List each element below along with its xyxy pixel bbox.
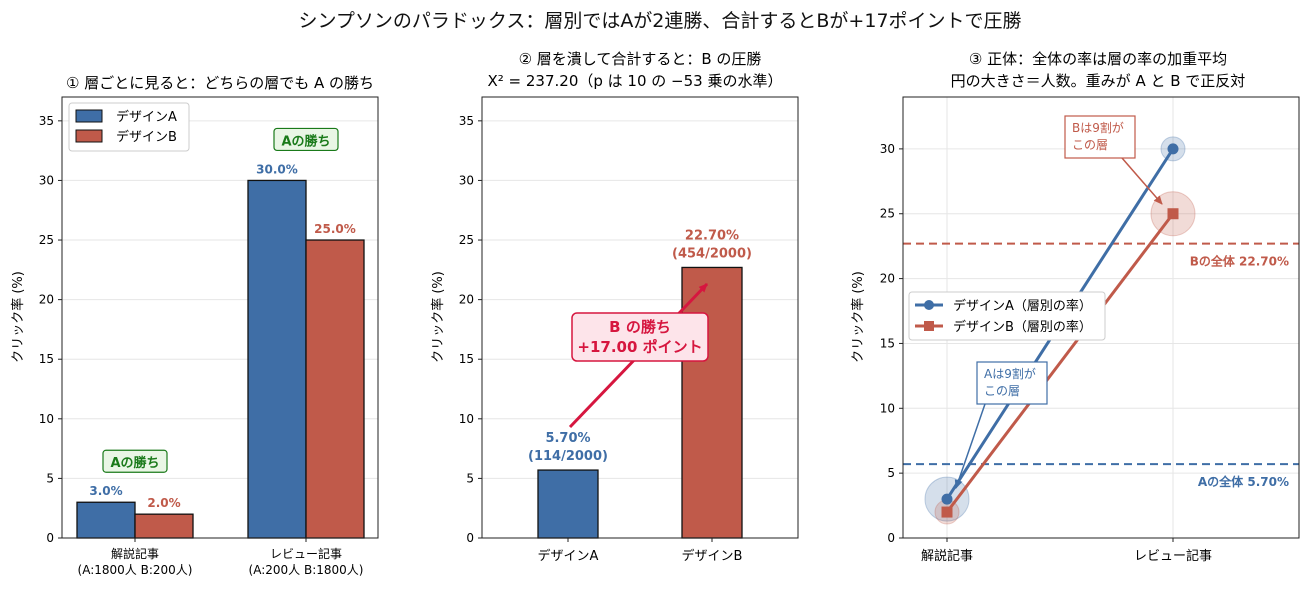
panel-2-subtitle: Χ² = 237.20（p は 10 の −53 乗の水準） xyxy=(488,72,783,90)
y-tick-label: 5 xyxy=(887,466,895,480)
x-tick-label: レビュー記事(A:200人 B:1800人) xyxy=(249,546,364,577)
panel-3-plot: Bの全体 22.70% Aの全体 5.70% Bは9割がこの層 Aは9割がこの層 xyxy=(903,115,1299,525)
y-tick-label: 20 xyxy=(39,293,54,307)
legend-label-b: デザインB xyxy=(116,129,177,145)
callout-box xyxy=(976,361,1048,405)
legend-box xyxy=(908,291,1106,341)
y-tick-label: 0 xyxy=(887,531,895,545)
panel-2-title: ② 層を潰して合計すると：B の圧勝 xyxy=(519,50,762,68)
x-tick-label: 解説記事(A:1800人 B:200人) xyxy=(78,546,193,577)
panel-2-frame xyxy=(481,96,799,539)
x-tick-label: 解説記事 xyxy=(921,548,973,564)
win-annotation: Aの勝ち xyxy=(110,455,159,471)
panel-3-ylabel: クリック率 (%) xyxy=(850,271,866,363)
data-point xyxy=(1167,143,1179,155)
panel-1-title: ① 層ごとに見ると：どちらの層でも A の勝ち xyxy=(66,74,374,92)
legend-label-a: デザインA（層別の率） xyxy=(953,298,1092,314)
y-tick-label: 20 xyxy=(459,293,474,307)
data-label: 5.70% (114/2000) xyxy=(528,431,608,464)
y-tick-label: 5 xyxy=(466,471,474,485)
win-annotation: Aの勝ち xyxy=(281,133,330,149)
y-tick-label: 35 xyxy=(39,114,54,128)
y-tick-label: 10 xyxy=(39,412,54,426)
legend-label-a: デザインA xyxy=(116,109,177,125)
y-tick-label: 15 xyxy=(39,352,54,366)
y-tick-label: 35 xyxy=(459,114,474,128)
legend-swatch-b xyxy=(75,129,103,143)
callout-text: Aは9割がこの層 xyxy=(984,366,1036,398)
y-tick-label: 5 xyxy=(46,471,54,485)
win-annotation-box xyxy=(273,127,339,152)
y-tick-label: 15 xyxy=(880,336,895,350)
panel-3-frame xyxy=(902,96,1300,539)
data-label: 25.0% xyxy=(314,222,356,236)
panel-3: ③ 正体：全体の率は層の率の加重平均 円の大きさ＝人数。重みが A と B で正… xyxy=(850,50,1300,564)
y-tick-label: 30 xyxy=(39,173,54,187)
x-tick-label: デザインA xyxy=(538,548,599,564)
data-point xyxy=(941,493,953,505)
y-tick-label: 10 xyxy=(459,412,474,426)
y-tick-label: 10 xyxy=(880,401,895,415)
win-annotation-box xyxy=(102,449,168,473)
bar xyxy=(76,501,136,539)
y-tick-label: 30 xyxy=(459,173,474,187)
y-tick-label: 25 xyxy=(39,233,54,247)
y-tick-label: 0 xyxy=(466,531,474,545)
y-tick-label: 0 xyxy=(46,531,54,545)
data-label: 22.70% (454/2000) xyxy=(672,228,752,261)
callout-text: Bは9割がこの層 xyxy=(1072,120,1124,152)
panel-2: ② 層を潰して合計すると：B の圧勝 Χ² = 237.20（p は 10 の … xyxy=(430,50,799,564)
legend-marker-a xyxy=(924,300,934,310)
bar xyxy=(305,239,365,539)
x-tick-label: デザインB xyxy=(682,548,743,564)
data-label: 30.0% xyxy=(256,162,298,176)
panel-3-legend: デザインA（層別の率） デザインB（層別の率） xyxy=(908,291,1106,341)
win-annotation-box xyxy=(571,312,709,362)
callout-arrow xyxy=(954,403,986,489)
win-annotation: B の勝ち+17.00 ポイント xyxy=(577,318,702,356)
data-label: 2.0% xyxy=(147,496,180,510)
y-tick-label: 25 xyxy=(459,233,474,247)
panel-3-title: ③ 正体：全体の率は層の率の加重平均 xyxy=(969,50,1227,68)
legend-label-b: デザインB（層別の率） xyxy=(953,319,1092,335)
data-point xyxy=(941,506,953,518)
bar xyxy=(537,469,599,539)
y-tick-label: 25 xyxy=(880,207,895,221)
panel-1-legend: デザインA デザインB xyxy=(68,102,190,152)
bar xyxy=(134,513,194,539)
panel-1: ① 層ごとに見ると：どちらの層でも A の勝ち クリック率 (%) 0 5 10 15… xyxy=(10,74,379,577)
callout-box xyxy=(1064,115,1136,159)
y-tick-label: 20 xyxy=(880,272,895,286)
panel-2-ylabel: クリック率 (%) xyxy=(430,271,446,363)
data-point xyxy=(1167,208,1179,220)
figure-title: シンプソンのパラドックス：層別ではAが2連勝、合計するとBが+17ポイントで圧勝 xyxy=(298,10,1021,32)
legend-swatch-a xyxy=(75,109,103,123)
panel-3-subtitle: 円の大きさ＝人数。重みが A と B で正反対 xyxy=(951,72,1246,90)
panel-1-plot: 3.0% 2.0% 解説記事(A:1800人 B:200人) Aの勝ち 30.0% 25.… xyxy=(76,127,365,577)
panel-1-ylabel: クリック率 (%) xyxy=(10,271,26,363)
overall-label: Aの全体 5.70% xyxy=(1198,474,1289,489)
legend-marker-b xyxy=(924,321,934,331)
panel-2-plot: 5.70% (114/2000) デザインA 22.70% (454/2000) デザイン… xyxy=(528,228,752,564)
series-line xyxy=(945,212,1175,513)
callout-arrow xyxy=(1121,157,1163,205)
bar xyxy=(681,266,743,539)
y-tick-label: 30 xyxy=(880,142,895,156)
overall-label: Bの全体 22.70% xyxy=(1190,254,1289,269)
data-label: 3.0% xyxy=(89,484,122,498)
bar xyxy=(247,179,307,539)
y-tick-label: 15 xyxy=(459,352,474,366)
x-tick-label: レビュー記事 xyxy=(1134,548,1212,564)
panel-1-frame xyxy=(61,96,379,539)
